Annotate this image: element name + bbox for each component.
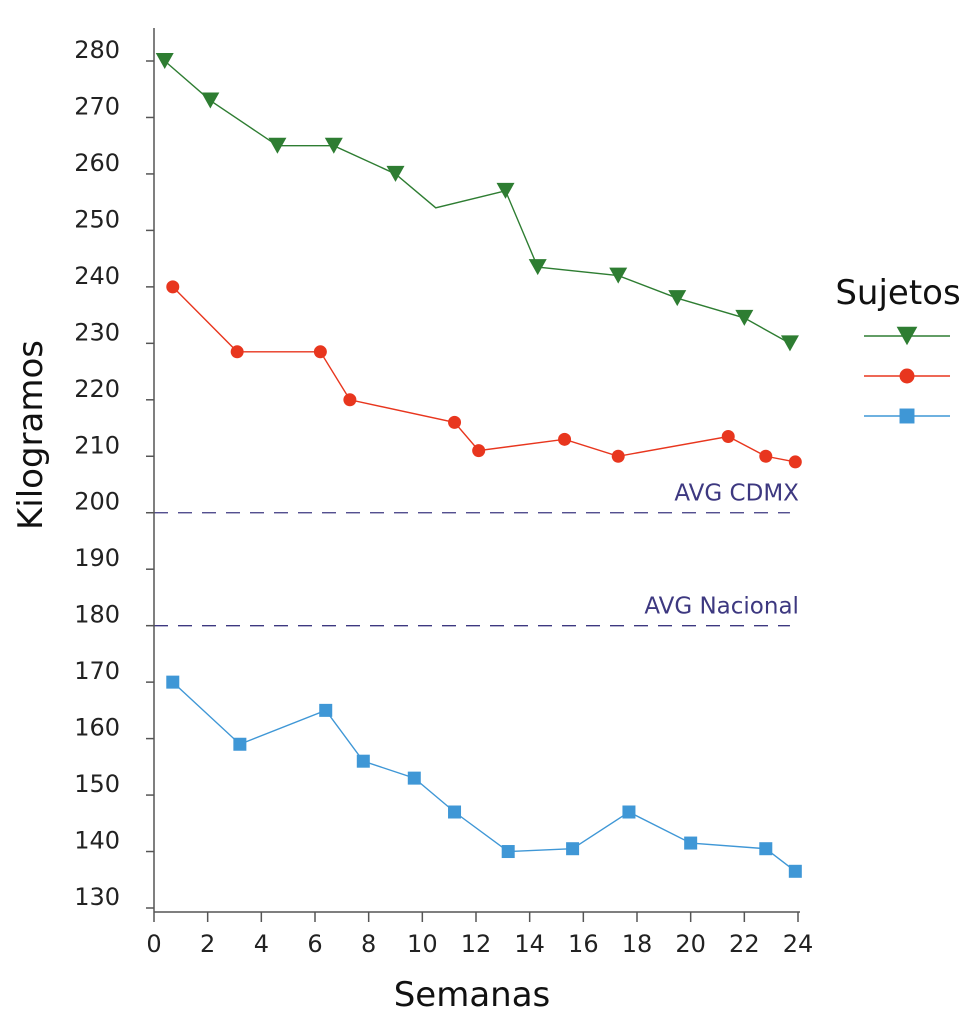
series-line: [172, 286, 796, 463]
x-tick-label: 12: [461, 930, 492, 958]
data-point: [319, 703, 333, 717]
data-point: [566, 842, 580, 856]
y-tick-label: 140: [74, 827, 120, 855]
y-ticks: 130 140 150 160 170 180 190 200 210 220 230 240 250 2…: [74, 36, 154, 911]
series-3: [166, 675, 802, 878]
data-point: [622, 805, 636, 819]
legend-items: [864, 326, 950, 424]
data-point: [780, 335, 799, 352]
data-point: [386, 165, 405, 182]
x-tick-label: 20: [675, 930, 706, 958]
legend-item: [864, 368, 950, 384]
data-point: [407, 771, 421, 785]
reference-line-label: AVG Nacional: [644, 594, 799, 620]
x-tick-label: 24: [783, 930, 814, 958]
x-tick-label: 18: [622, 930, 653, 958]
x-tick-label: 0: [146, 930, 161, 958]
data-point: [324, 137, 343, 154]
x-axis-title: Semanas: [394, 975, 551, 1015]
series-line: [164, 60, 791, 344]
axes: [153, 28, 800, 913]
y-tick-label: 150: [74, 770, 120, 798]
reference-lines: AVG CDMX AVG Nacional: [154, 481, 799, 627]
x-tick-label: 2: [200, 930, 215, 958]
data-point: [759, 449, 773, 463]
legend-item: [864, 408, 950, 424]
y-tick-label: 260: [74, 149, 120, 177]
x-tick-label: 8: [361, 930, 376, 958]
data-point: [759, 842, 773, 856]
y-tick-label: 280: [74, 36, 120, 64]
legend-item: [864, 326, 950, 346]
series-layer: [155, 53, 802, 878]
data-point: [201, 92, 220, 109]
data-point: [268, 137, 287, 154]
data-point: [899, 368, 915, 384]
data-point: [609, 267, 628, 284]
series-2: [166, 280, 802, 469]
x-tick-label: 14: [514, 930, 545, 958]
y-tick-label: 200: [74, 488, 120, 516]
data-point: [448, 415, 462, 429]
data-point: [558, 432, 572, 446]
y-tick-label: 240: [74, 262, 120, 290]
x-tick-label: 16: [568, 930, 599, 958]
series-line: [172, 681, 796, 872]
data-point: [166, 280, 180, 294]
data-point: [166, 675, 180, 689]
data-point: [684, 836, 698, 850]
y-tick-label: 220: [74, 375, 120, 403]
x-tick-label: 4: [254, 930, 269, 958]
y-tick-label: 210: [74, 431, 120, 459]
y-tick-label: 160: [74, 714, 120, 742]
y-axis-title: Kilogramos: [11, 340, 51, 530]
data-point: [230, 345, 244, 359]
y-tick-label: 180: [74, 601, 120, 629]
data-point: [233, 737, 247, 751]
data-point: [496, 182, 515, 199]
data-point: [313, 345, 327, 359]
data-point: [472, 444, 486, 458]
data-point: [896, 326, 918, 346]
data-point: [721, 430, 735, 444]
data-point: [343, 393, 357, 407]
y-tick-label: 190: [74, 544, 120, 572]
x-tick-label: 10: [407, 930, 438, 958]
series-1: [155, 53, 799, 352]
data-point: [735, 309, 754, 326]
x-tick-label: 6: [307, 930, 322, 958]
data-point: [788, 455, 802, 469]
data-point: [501, 845, 515, 859]
x-ticks: 0 2 4 6 8 10 12 14 16 18 20 22 24: [146, 912, 813, 958]
data-point: [155, 53, 174, 69]
legend: Sujetos: [835, 273, 961, 424]
data-point: [668, 290, 687, 307]
y-tick-label: 270: [74, 92, 120, 120]
data-point: [448, 805, 462, 819]
reference-line-label: AVG CDMX: [674, 481, 799, 507]
data-point: [611, 449, 625, 463]
y-tick-label: 130: [74, 883, 120, 911]
data-point: [788, 864, 802, 878]
data-point: [528, 259, 547, 276]
y-tick-label: 250: [74, 205, 120, 233]
legend-title: Sujetos: [835, 273, 960, 313]
y-tick-label: 170: [74, 657, 120, 685]
data-point: [356, 754, 370, 768]
x-tick-label: 22: [729, 930, 760, 958]
y-tick-label: 230: [74, 318, 120, 346]
data-point: [899, 408, 915, 424]
